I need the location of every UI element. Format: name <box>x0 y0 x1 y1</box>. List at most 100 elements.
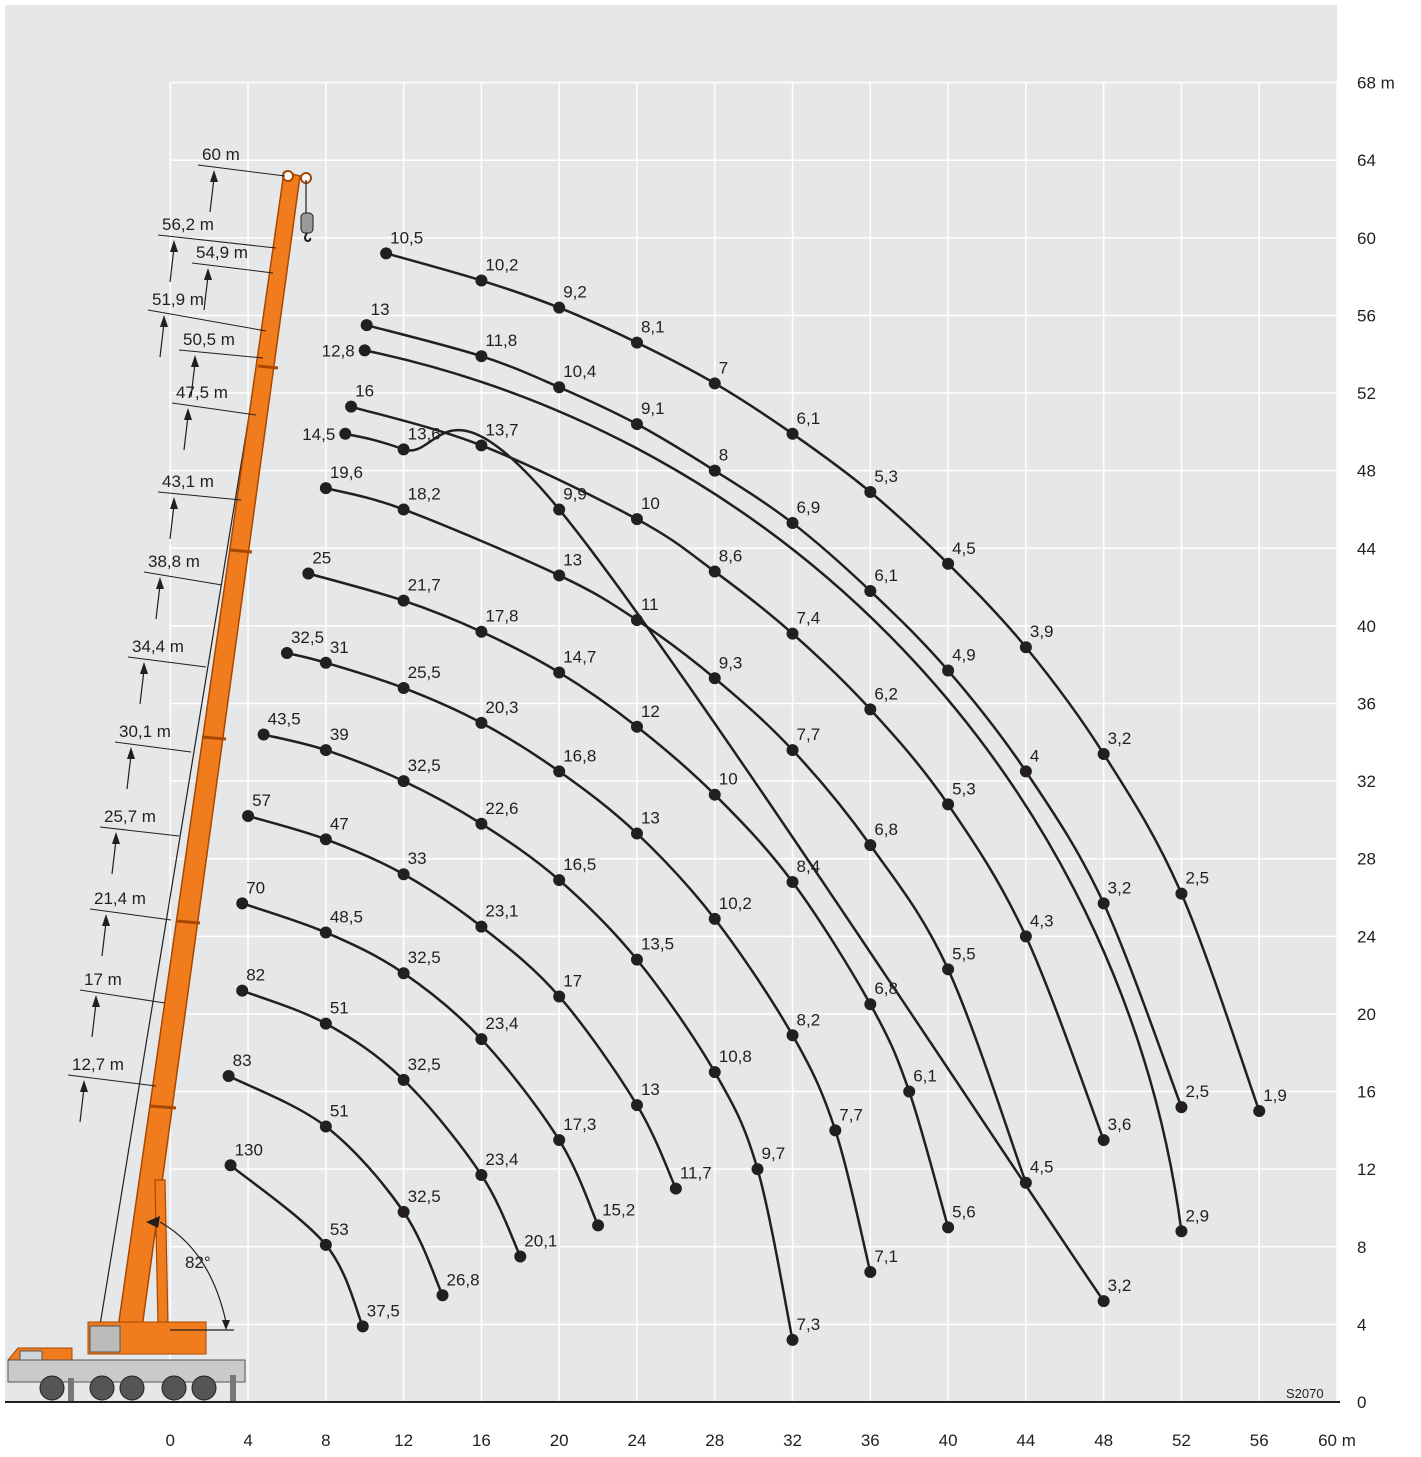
load-point <box>475 1168 488 1181</box>
load-label: 16,8 <box>563 746 596 765</box>
y-tick-label: 0 <box>1357 1393 1366 1412</box>
load-point <box>942 963 955 976</box>
load-label: 10,8 <box>719 1047 752 1066</box>
load-label: 19,6 <box>330 463 363 482</box>
load-point <box>319 926 332 939</box>
load-point <box>475 350 488 363</box>
load-point <box>1097 1295 1110 1308</box>
load-point <box>786 876 799 889</box>
load-label: 4,5 <box>1030 1158 1054 1177</box>
load-point <box>1019 641 1032 654</box>
load-point <box>236 984 249 997</box>
load-point <box>358 344 371 357</box>
load-point <box>864 486 877 499</box>
boom-length-arrowhead <box>156 577 164 589</box>
load-label: 6,8 <box>874 979 898 998</box>
boom-length-label: 56,2 m <box>162 215 214 234</box>
y-tick-label: 64 <box>1357 151 1376 170</box>
boom-length-arrowhead <box>92 995 100 1007</box>
boom-length-arrowhead <box>184 408 192 420</box>
load-point <box>475 817 488 830</box>
load-label: 12,8 <box>322 341 355 360</box>
load-label: 4 <box>1030 746 1039 765</box>
load-label: 7,7 <box>797 725 821 744</box>
load-point <box>553 666 566 679</box>
load-curve <box>228 1074 444 1296</box>
load-label: 11,7 <box>680 1164 712 1183</box>
load-label: 6,9 <box>797 498 821 517</box>
load-point <box>356 1320 369 1333</box>
load-label: 10,2 <box>485 256 518 275</box>
load-point <box>630 418 643 431</box>
load-label: 8,6 <box>719 547 743 566</box>
load-label: 9,2 <box>563 283 587 302</box>
load-label: 47 <box>330 814 349 833</box>
boom-length-label: 30,1 m <box>119 722 171 741</box>
load-point <box>319 1017 332 1030</box>
load-point <box>257 728 270 741</box>
load-label: 51 <box>330 999 349 1018</box>
x-tick-label: 60 m <box>1318 1431 1356 1450</box>
wheel <box>39 1375 65 1401</box>
wheel <box>119 1375 145 1401</box>
load-point <box>319 1120 332 1133</box>
load-point <box>397 1205 410 1218</box>
boom-length-arrow <box>169 504 175 540</box>
angle-arrow <box>222 1320 230 1330</box>
load-point <box>864 839 877 852</box>
load-label: 10 <box>719 770 738 789</box>
load-point <box>630 827 643 840</box>
load-label: 13 <box>641 808 660 827</box>
boom-length-leader <box>171 402 257 416</box>
load-point <box>224 1159 237 1172</box>
load-point <box>942 664 955 677</box>
angle-label: 82° <box>185 1253 211 1272</box>
load-point <box>864 703 877 716</box>
boom-length-arrowhead <box>112 832 120 844</box>
load-point <box>397 681 410 694</box>
load-label: 16 <box>355 382 374 401</box>
wheel <box>89 1375 115 1401</box>
load-point <box>436 1289 449 1302</box>
load-label: 13 <box>371 300 390 319</box>
load-point <box>1019 930 1032 943</box>
boom-length-label: 12,7 m <box>72 1055 124 1074</box>
y-tick-label: 16 <box>1357 1083 1376 1102</box>
load-point <box>553 874 566 887</box>
wheel <box>191 1375 217 1401</box>
load-point <box>360 319 373 332</box>
load-label: 5,6 <box>952 1202 976 1221</box>
load-label: 15,2 <box>602 1200 635 1219</box>
angle-arrow <box>146 1216 160 1228</box>
x-tick-label: 32 <box>783 1431 802 1450</box>
boom-joint <box>149 1104 177 1110</box>
load-label: 82 <box>246 966 265 985</box>
boom-length-arrowhead <box>160 315 168 327</box>
load-label: 6,1 <box>797 409 821 428</box>
load-label: 5,5 <box>952 944 976 963</box>
boom-length-leader <box>114 741 192 753</box>
boom-length-arrowhead <box>170 240 178 252</box>
load-label: 21,7 <box>408 576 441 595</box>
boom-length-leader <box>147 309 267 332</box>
load-label: 11 <box>641 595 659 614</box>
load-label: 20,1 <box>524 1231 557 1250</box>
load-label: 5,3 <box>952 779 976 798</box>
load-point <box>903 1085 916 1098</box>
boom-length-arrow <box>139 669 145 705</box>
load-point <box>669 1182 682 1195</box>
load-label: 16,5 <box>563 855 596 874</box>
load-point <box>553 381 566 394</box>
boom-length-label: 47,5 m <box>176 383 228 402</box>
x-tick-label: 36 <box>861 1431 880 1450</box>
boom-length-leader <box>79 989 166 1004</box>
load-label: 7 <box>719 358 728 377</box>
load-label: 2,5 <box>1185 1082 1209 1101</box>
load-label: 6,1 <box>913 1067 937 1086</box>
load-point <box>864 584 877 597</box>
load-point <box>630 614 643 627</box>
boom-length-leader <box>143 571 223 586</box>
load-label: 3,2 <box>1108 729 1132 748</box>
x-tick-label: 8 <box>321 1431 330 1450</box>
load-point <box>708 672 721 685</box>
